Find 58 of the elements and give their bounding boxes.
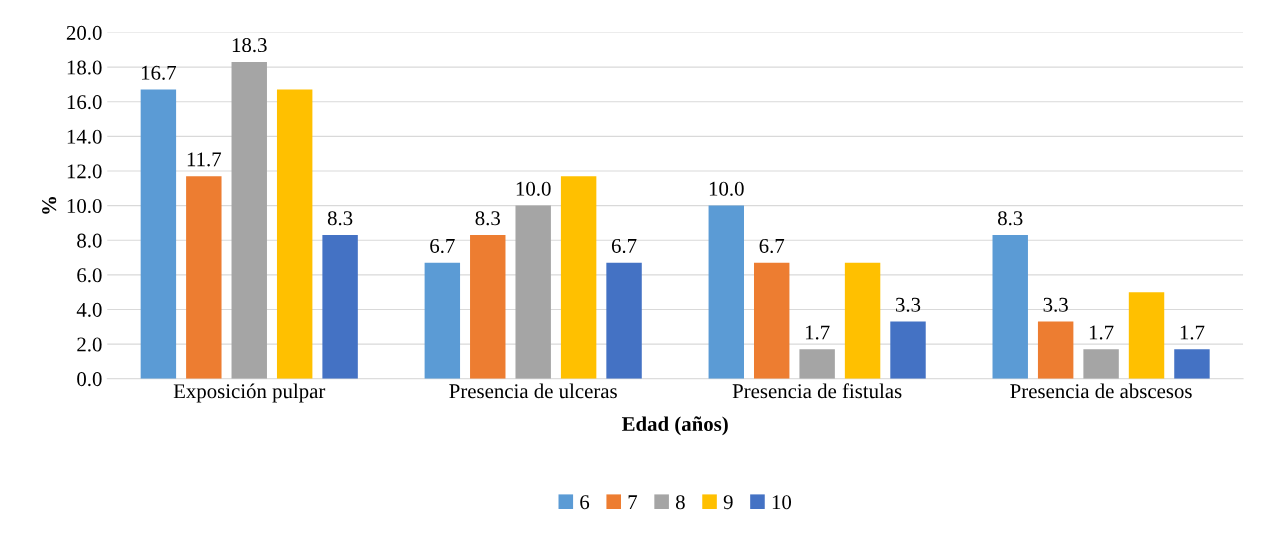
y-tick-label: 20.0 — [66, 25, 102, 40]
x-axis-title: Edad (años) — [621, 416, 728, 436]
data-label: 3.3 — [1043, 297, 1068, 312]
x-tick-label: Exposición pulpar — [173, 383, 326, 403]
bar — [470, 235, 506, 379]
bar — [186, 176, 222, 379]
y-tick-label: 18.0 — [67, 60, 102, 75]
bar — [424, 262, 461, 379]
data-label: 3.3 — [895, 297, 921, 312]
data-label: 8.3 — [998, 211, 1023, 226]
bar — [992, 235, 1028, 379]
y-axis-title: % — [42, 197, 57, 214]
bar — [753, 262, 790, 379]
y-tick-label: 12.0 — [67, 164, 102, 179]
data-label: 8.3 — [475, 211, 500, 226]
data-label: 1.7 — [1180, 325, 1205, 340]
legend-label: 7 — [628, 495, 638, 509]
bar — [560, 176, 597, 379]
data-label: 10.0 — [709, 181, 744, 196]
legend-label: 10 — [772, 495, 792, 510]
legend-label: 9 — [723, 495, 733, 510]
y-tick-label: 4.0 — [76, 302, 102, 317]
y-tick-label: 14.0 — [67, 129, 102, 144]
bar — [1174, 349, 1210, 379]
y-tick-label: 10.0 — [67, 198, 102, 214]
data-label: 8.3 — [327, 211, 353, 226]
bar — [140, 89, 177, 379]
data-label: 11.7 — [187, 152, 222, 167]
y-tick-label: 8.0 — [77, 233, 102, 248]
data-label: 6.7 — [759, 238, 785, 254]
bar — [844, 262, 881, 379]
bar — [1083, 349, 1119, 379]
x-tick-label: Presencia de ulceras — [449, 383, 617, 399]
bar — [890, 321, 926, 379]
bar — [606, 262, 642, 379]
bar — [1037, 321, 1074, 379]
data-label: 10.0 — [516, 181, 551, 196]
data-label: 1.7 — [805, 325, 830, 340]
data-label: 18.3 — [232, 38, 267, 53]
legend-label: 8 — [675, 495, 685, 510]
bar — [799, 349, 835, 379]
bar — [231, 61, 267, 379]
y-tick-label: 16.0 — [67, 95, 102, 110]
data-label: 6.7 — [430, 238, 455, 254]
x-tick-label: Presencia de fistulas — [732, 383, 902, 399]
y-tick-label: 6.0 — [77, 268, 102, 283]
legend-label: 6 — [580, 495, 590, 510]
bar — [276, 89, 313, 379]
bar — [708, 205, 744, 379]
y-tick-label: 0.0 — [77, 372, 102, 387]
y-tick-label: 2.0 — [77, 337, 102, 352]
bar — [515, 205, 551, 379]
data-label: 16.7 — [141, 65, 177, 80]
bar — [1128, 292, 1165, 379]
data-label: 1.7 — [1089, 325, 1114, 340]
data-label: 6.7 — [611, 238, 637, 254]
bar — [322, 235, 358, 379]
x-tick-label: Presencia de abscesos — [1010, 383, 1192, 399]
